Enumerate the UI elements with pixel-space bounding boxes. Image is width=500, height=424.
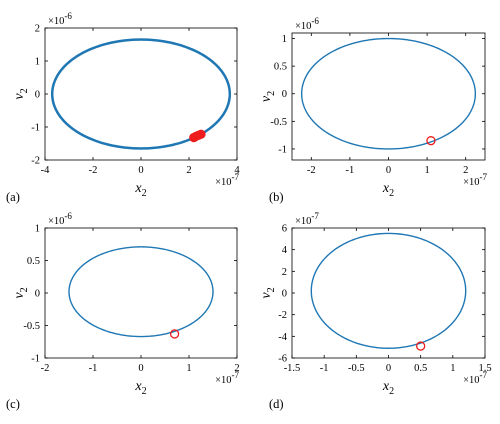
axes-box — [44, 27, 238, 161]
x-tick-label: 2 — [463, 165, 468, 176]
y-tick-label: 6 — [282, 224, 287, 235]
y-tick-label: 0 — [282, 89, 287, 100]
x-tick-label: 2 — [234, 363, 239, 374]
x-tick-label: 1 — [450, 363, 455, 374]
x-tick-label: -2 — [41, 363, 50, 374]
x-tick-label: 0.5 — [414, 363, 427, 374]
y-tick-label: 2 — [282, 267, 287, 278]
y-axis-label-group: v2 — [259, 91, 277, 102]
x-tick-label: 2 — [186, 165, 191, 176]
y-tick-label: -6 — [278, 354, 287, 365]
panel-label: (a) — [6, 190, 20, 204]
y-tick-label: 0 — [35, 90, 40, 101]
x-tick-label: -0.5 — [348, 363, 365, 374]
x-axis-label-subscript: 2 — [142, 188, 147, 199]
y-multiplier-exponent: -6 — [64, 11, 72, 21]
x-tick-label: 4 — [234, 165, 240, 176]
x-axis-label: x2 — [134, 181, 146, 199]
x-axis-label-subscript: 2 — [389, 386, 394, 397]
x-tick-label: 0 — [386, 363, 391, 374]
y-tick-label: -1 — [31, 354, 40, 365]
y-tick-label: -1 — [31, 123, 40, 134]
x-multiplier-exponent: -7 — [232, 370, 240, 380]
x-tick-label: 0 — [138, 363, 143, 374]
x-tick-label: -1 — [89, 363, 98, 374]
y-multiplier: ×10-6 — [48, 11, 72, 27]
x-axis-label-subscript: 2 — [389, 188, 394, 199]
x-tick-label: -1 — [320, 363, 329, 374]
y-tick-label: 2 — [35, 24, 40, 35]
y-tick-label: -1 — [278, 144, 287, 155]
x-tick-label: 1.5 — [478, 363, 491, 374]
poincare-marker — [169, 329, 180, 339]
y-multiplier-exponent: -6 — [64, 211, 72, 221]
x-tick-label: -2 — [307, 165, 316, 176]
y-multiplier-exponent: -7 — [311, 211, 319, 221]
panel-label: (b) — [269, 190, 284, 204]
y-tick-label: 1 — [35, 224, 40, 235]
y-axis-label: v2 — [12, 88, 30, 99]
axes-box — [291, 227, 486, 359]
x-tick-label: -1 — [346, 165, 355, 176]
x-multiplier-exponent: -7 — [232, 172, 240, 182]
orbit-curve — [310, 232, 467, 349]
y-tick-label: 0 — [282, 289, 287, 300]
poincare-marker — [196, 129, 206, 139]
panel-label: (c) — [6, 397, 20, 411]
y-axis-label: v2 — [259, 91, 277, 102]
y-axis-label-subscript: 2 — [266, 287, 277, 292]
x-tick-label: 1 — [424, 165, 429, 176]
y-tick-label: -0.5 — [270, 117, 287, 128]
y-tick-label: -0.5 — [23, 321, 40, 332]
x-multiplier-exponent: -7 — [480, 172, 488, 182]
x-tick-label: 1 — [186, 363, 191, 374]
orbit-curve — [68, 246, 214, 338]
x-multiplier: ×10-7 — [215, 370, 239, 386]
y-tick-label: 0.5 — [27, 256, 40, 267]
x-multiplier: ×10-7 — [215, 172, 239, 188]
poincare-marker — [426, 136, 436, 146]
y-tick-label: 4 — [282, 245, 288, 256]
orbit-curve — [50, 38, 232, 150]
y-tick-label: 0.5 — [274, 62, 287, 73]
y-tick-label: 1 — [35, 57, 40, 68]
x-tick-label: 0 — [386, 165, 391, 176]
x-tick-label: -2 — [89, 165, 98, 176]
y-axis-label-group: v2 — [259, 287, 277, 298]
x-tick-label: 0 — [138, 165, 143, 176]
y-tick-label: -2 — [31, 156, 40, 167]
axes-box — [291, 32, 486, 161]
y-axis-label: v2 — [259, 287, 277, 298]
y-axis-label-subscript: 2 — [19, 287, 30, 292]
x-multiplier: ×10-7 — [463, 370, 487, 386]
y-axis-label-subscript: 2 — [19, 88, 30, 93]
panel-label: (d) — [269, 397, 284, 411]
y-multiplier: ×10-7 — [295, 211, 319, 227]
orbit-curve — [300, 37, 477, 150]
x-axis-label-subscript: 2 — [142, 386, 147, 397]
y-tick-label: -4 — [278, 332, 287, 343]
y-tick-label: 0 — [35, 289, 40, 300]
y-axis-label-group: v2 — [12, 88, 30, 99]
panel-d: -1.5 -1 -0.5 0 0.5 1 1.5-6-4-20246×10-7×10-7x2… — [259, 211, 492, 411]
poincare-marker — [416, 341, 426, 351]
y-tick-label: -2 — [278, 310, 287, 321]
x-axis-label: x2 — [382, 379, 394, 397]
x-tick-label: -4 — [41, 165, 50, 176]
y-axis-label: v2 — [12, 287, 30, 298]
x-axis-label: x2 — [382, 181, 394, 199]
y-axis-label-group: v2 — [12, 287, 30, 298]
x-axis-label: x2 — [134, 379, 146, 397]
x-multiplier-exponent: -7 — [480, 370, 488, 380]
y-multiplier-exponent: -6 — [311, 16, 319, 26]
x-tick-label: -1.5 — [284, 363, 301, 374]
y-axis-label-subscript: 2 — [266, 91, 277, 96]
y-multiplier: ×10-6 — [295, 16, 319, 32]
y-multiplier: ×10-6 — [48, 211, 72, 227]
y-tick-label: 1 — [282, 34, 287, 45]
